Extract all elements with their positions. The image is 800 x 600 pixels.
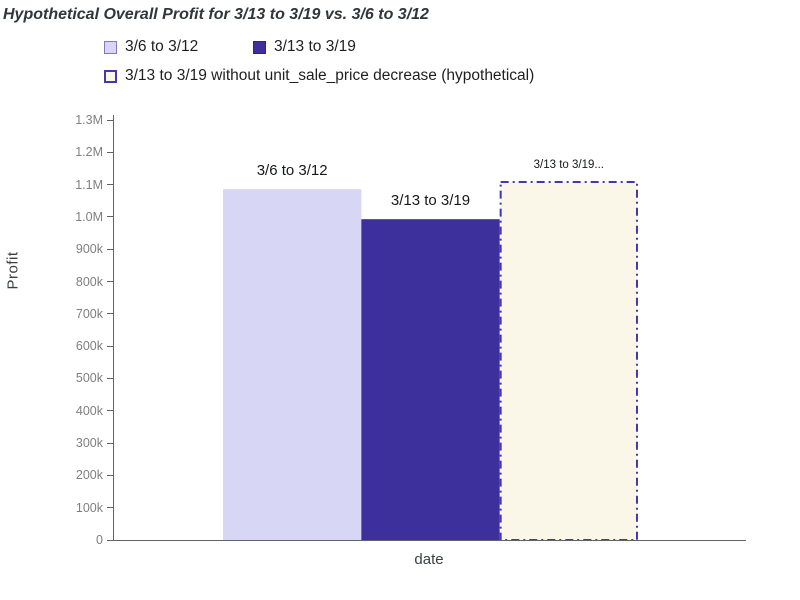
y-tick-label: 800k bbox=[75, 274, 103, 289]
y-tick-mark bbox=[107, 281, 113, 283]
y-tick-label: 1.3M bbox=[75, 113, 103, 127]
legend-label-1: 3/13 to 3/19 bbox=[274, 38, 356, 55]
bar-series-1[interactable] bbox=[361, 219, 500, 540]
legend-item-2[interactable]: 3/13 to 3/19 without unit_sale_price dec… bbox=[104, 67, 534, 85]
y-tick-label: 700k bbox=[75, 306, 103, 321]
y-tick-label: 900k bbox=[75, 242, 103, 257]
y-tick-mark bbox=[107, 507, 113, 509]
legend-label-0: 3/6 to 3/12 bbox=[125, 38, 199, 55]
legend-label-2: 3/13 to 3/19 without unit_sale_price dec… bbox=[125, 67, 535, 84]
bar-value-label-2: 3/13 to 3/19... bbox=[533, 159, 604, 172]
x-axis-line bbox=[113, 540, 746, 541]
y-tick-label: 1.2M bbox=[75, 145, 103, 160]
legend-item-1[interactable]: 3/13 to 3/19 bbox=[253, 38, 356, 56]
y-tick-mark bbox=[107, 442, 113, 444]
y-tick-mark bbox=[107, 410, 113, 412]
chart-title: Hypothetical Overall Profit for 3/13 to … bbox=[3, 6, 429, 23]
y-tick-mark bbox=[107, 184, 113, 186]
y-tick-mark bbox=[107, 345, 113, 347]
legend-item-0[interactable]: 3/6 to 3/12 bbox=[104, 38, 198, 56]
y-tick-mark bbox=[107, 539, 113, 541]
y-tick-mark bbox=[107, 377, 113, 379]
y-axis-title: Profit bbox=[4, 251, 22, 290]
legend-swatch-1 bbox=[253, 40, 266, 54]
y-tick-mark bbox=[107, 313, 113, 315]
bar-value-label-1: 3/13 to 3/19 bbox=[390, 192, 471, 210]
y-tick-label: 300k bbox=[75, 436, 103, 451]
y-tick-label: 0 bbox=[96, 533, 103, 547]
x-axis-title: date bbox=[414, 551, 444, 568]
bar-series-2[interactable] bbox=[499, 181, 638, 541]
y-tick-mark bbox=[107, 151, 113, 153]
y-tick-label: 100k bbox=[75, 500, 103, 515]
y-tick-label: 400k bbox=[75, 403, 103, 418]
legend-swatch-0 bbox=[104, 40, 117, 54]
legend-swatch-2 bbox=[104, 69, 117, 83]
bar-value-label-0: 3/6 to 3/12 bbox=[256, 162, 328, 180]
y-tick-label: 1.0M bbox=[75, 209, 103, 224]
y-tick-mark bbox=[107, 216, 113, 218]
y-tick-label: 500k bbox=[75, 371, 103, 386]
y-tick-mark bbox=[107, 474, 113, 476]
y-tick-mark bbox=[107, 248, 113, 250]
y-tick-label: 1.1M bbox=[75, 177, 103, 192]
y-tick-mark bbox=[107, 119, 113, 121]
y-tick-label: 600k bbox=[75, 339, 103, 354]
y-tick-label: 200k bbox=[75, 468, 103, 483]
y-axis-line bbox=[113, 115, 114, 540]
bar-series-0[interactable] bbox=[223, 189, 362, 540]
